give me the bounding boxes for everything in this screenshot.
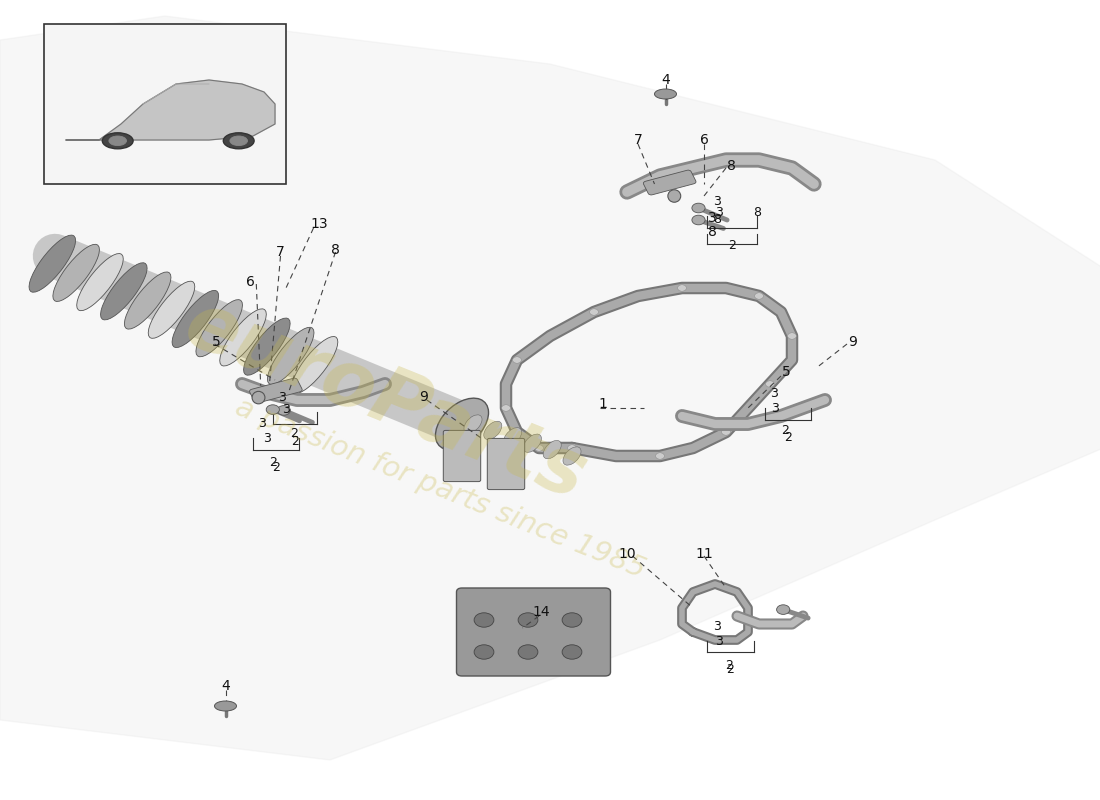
- Text: a passion for parts since 1985: a passion for parts since 1985: [231, 393, 649, 583]
- FancyBboxPatch shape: [456, 588, 611, 676]
- Text: 6: 6: [700, 133, 708, 147]
- Text: 13: 13: [310, 217, 328, 231]
- Text: 8: 8: [727, 159, 736, 174]
- Text: 2: 2: [726, 663, 735, 676]
- Text: 3: 3: [771, 402, 780, 414]
- Ellipse shape: [29, 235, 76, 292]
- Text: 3: 3: [263, 432, 272, 445]
- Ellipse shape: [524, 434, 541, 452]
- Text: 2: 2: [781, 424, 790, 437]
- Ellipse shape: [436, 398, 488, 450]
- Text: 7: 7: [276, 245, 285, 259]
- Ellipse shape: [243, 318, 290, 375]
- Ellipse shape: [692, 215, 705, 225]
- Text: 3: 3: [713, 195, 722, 208]
- Text: 1: 1: [598, 397, 607, 411]
- Ellipse shape: [196, 300, 242, 357]
- Ellipse shape: [77, 254, 123, 310]
- Ellipse shape: [223, 133, 254, 149]
- Ellipse shape: [464, 415, 482, 433]
- Ellipse shape: [230, 136, 248, 146]
- Ellipse shape: [292, 337, 338, 394]
- Ellipse shape: [109, 136, 126, 146]
- Ellipse shape: [266, 405, 279, 414]
- Text: 2: 2: [290, 435, 299, 448]
- Ellipse shape: [148, 282, 195, 338]
- Ellipse shape: [518, 613, 538, 627]
- Text: 9: 9: [419, 390, 428, 404]
- Polygon shape: [66, 80, 275, 140]
- Text: 3: 3: [282, 403, 290, 416]
- Ellipse shape: [502, 405, 510, 411]
- Text: 4: 4: [221, 679, 230, 694]
- Text: 6: 6: [246, 274, 255, 289]
- Text: 14: 14: [532, 605, 550, 619]
- Ellipse shape: [678, 285, 686, 291]
- FancyBboxPatch shape: [250, 378, 303, 403]
- Ellipse shape: [513, 357, 521, 363]
- Text: 8: 8: [752, 206, 761, 218]
- Ellipse shape: [562, 645, 582, 659]
- Text: 3: 3: [277, 391, 286, 404]
- FancyBboxPatch shape: [487, 438, 525, 490]
- Text: 11: 11: [695, 546, 713, 561]
- Ellipse shape: [214, 701, 236, 711]
- Ellipse shape: [568, 445, 576, 451]
- Text: 4: 4: [661, 73, 670, 87]
- Ellipse shape: [692, 203, 705, 213]
- Text: 3: 3: [770, 387, 778, 400]
- Ellipse shape: [484, 422, 502, 439]
- Text: 5: 5: [212, 335, 221, 350]
- FancyBboxPatch shape: [443, 430, 481, 482]
- Text: 3: 3: [708, 210, 717, 225]
- Ellipse shape: [277, 406, 290, 415]
- Ellipse shape: [504, 428, 521, 446]
- Text: 9: 9: [848, 334, 857, 349]
- Text: 2: 2: [783, 431, 792, 444]
- Ellipse shape: [788, 333, 796, 339]
- Ellipse shape: [474, 645, 494, 659]
- Text: 2: 2: [728, 239, 736, 252]
- Text: 3: 3: [715, 206, 724, 218]
- Ellipse shape: [535, 445, 543, 451]
- Ellipse shape: [543, 441, 561, 458]
- Text: 2: 2: [725, 659, 734, 672]
- Text: 5: 5: [782, 365, 791, 379]
- Ellipse shape: [755, 293, 763, 299]
- Text: euroParts: euroParts: [173, 285, 597, 515]
- Text: 8: 8: [713, 213, 722, 226]
- Ellipse shape: [656, 453, 664, 459]
- Text: 2: 2: [272, 461, 280, 474]
- Text: 3: 3: [713, 620, 721, 633]
- Text: 2: 2: [268, 456, 277, 469]
- Ellipse shape: [102, 133, 133, 149]
- Ellipse shape: [766, 381, 774, 387]
- Text: 7: 7: [634, 133, 642, 147]
- Ellipse shape: [654, 89, 676, 99]
- Ellipse shape: [590, 309, 598, 315]
- Ellipse shape: [474, 613, 494, 627]
- Text: 10: 10: [618, 546, 636, 561]
- Ellipse shape: [252, 391, 265, 404]
- Ellipse shape: [668, 190, 681, 202]
- Ellipse shape: [722, 429, 730, 435]
- Text: 3: 3: [715, 635, 724, 648]
- Ellipse shape: [777, 605, 790, 614]
- Ellipse shape: [53, 244, 99, 302]
- Ellipse shape: [518, 645, 538, 659]
- Ellipse shape: [220, 309, 266, 366]
- FancyBboxPatch shape: [644, 170, 696, 195]
- Ellipse shape: [563, 447, 581, 465]
- Bar: [44, 24, 286, 184]
- Ellipse shape: [124, 272, 170, 329]
- Ellipse shape: [100, 262, 147, 320]
- Text: 8: 8: [331, 242, 340, 257]
- Polygon shape: [0, 16, 1100, 760]
- Ellipse shape: [172, 290, 219, 347]
- Text: 8: 8: [708, 225, 717, 239]
- Ellipse shape: [267, 327, 314, 385]
- Text: 2: 2: [289, 427, 298, 440]
- Text: 3: 3: [258, 417, 266, 430]
- Ellipse shape: [562, 613, 582, 627]
